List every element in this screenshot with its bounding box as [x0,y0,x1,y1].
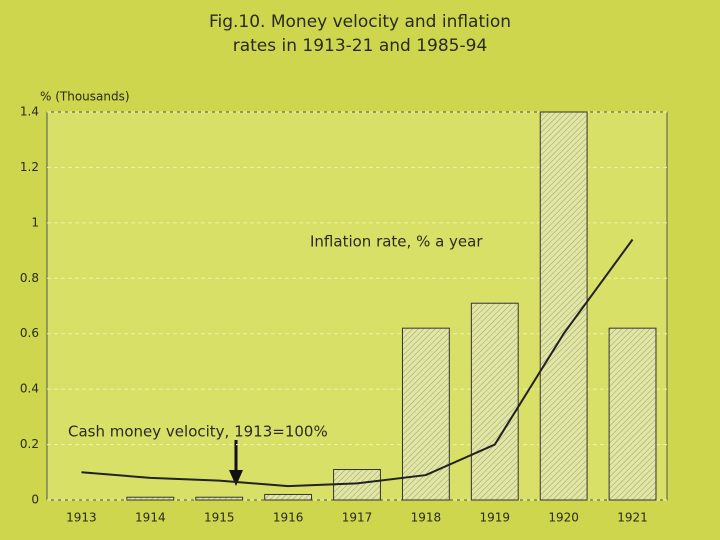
x-tick-label: 1918 [411,511,442,525]
y-tick-label: 0 [31,493,39,507]
y-tick-label: 1 [31,215,39,229]
y-axis-label: % (Thousands) [40,90,130,104]
y-tick-label: 0.4 [20,382,39,396]
x-tick-label: 1914 [135,511,166,525]
y-tick-label: 0.2 [20,437,39,451]
annotation: Inflation rate, % a year [310,233,483,251]
bar [539,111,588,501]
y-tick-label: 1.4 [20,105,39,119]
bar [195,496,244,501]
line [81,238,634,488]
bar [333,469,381,501]
bar [264,493,313,501]
x-tick-label: 1920 [548,511,579,525]
bar [608,327,657,501]
y-tick-label: 0.6 [20,326,39,340]
bar [470,302,519,501]
x-tick-label: 1919 [480,511,511,525]
x-tick-label: 1917 [342,511,373,525]
x-tick-label: 1913 [66,511,97,525]
y-tick-label: 0.8 [20,271,39,285]
chart-title: rates in 1913-21 and 1985-94 [233,36,488,56]
x-tick-label: 1915 [204,511,235,525]
y-tick-label: 1.2 [20,160,39,174]
arrow-head [229,470,243,486]
chart-title: Fig.10. Money velocity and inflation [209,12,511,32]
bar [126,496,175,501]
annotation: Cash money velocity, 1913=100% [68,423,328,441]
x-tick-label: 1916 [273,511,304,525]
x-tick-label: 1921 [617,511,648,525]
bar [401,327,450,501]
